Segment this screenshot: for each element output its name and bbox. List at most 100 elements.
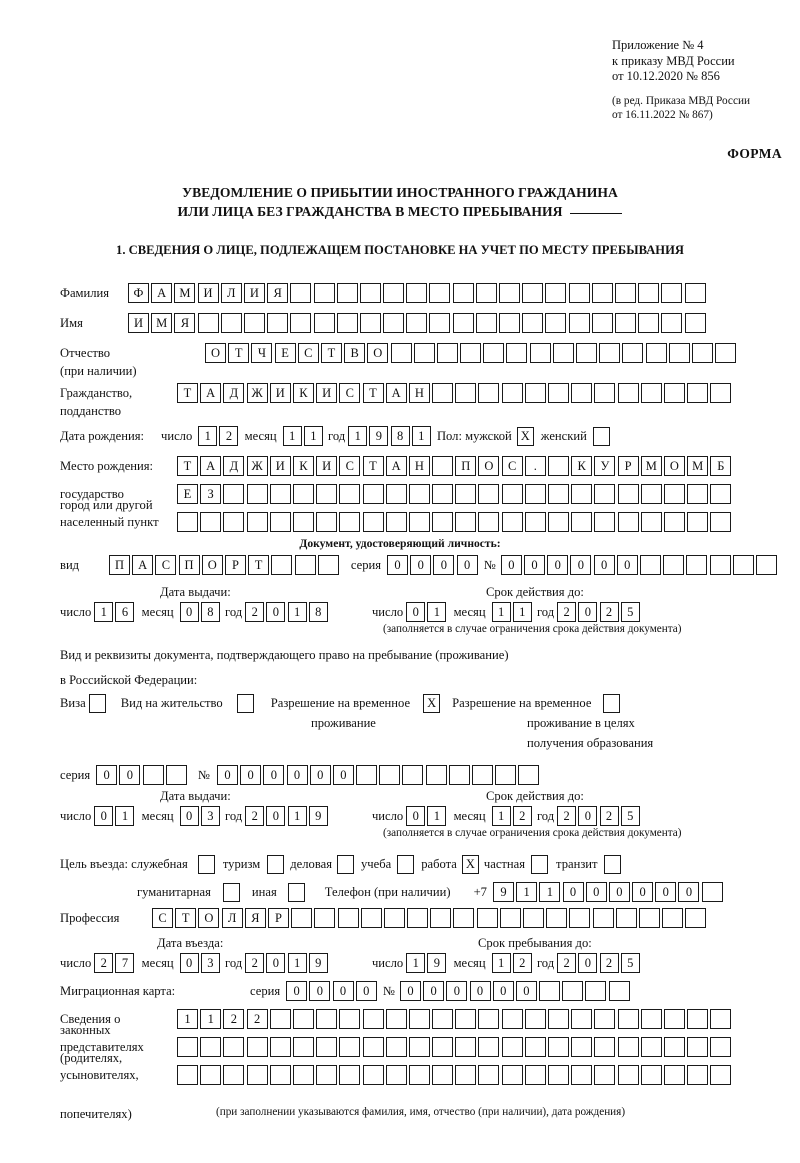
char-cell[interactable]: 2 <box>599 953 619 973</box>
char-cell[interactable]: 0 <box>216 765 238 785</box>
char-cell[interactable]: 0 <box>309 765 331 785</box>
char-cell[interactable]: 3 <box>200 953 220 973</box>
char-cell[interactable] <box>269 512 291 532</box>
char-cell[interactable] <box>362 484 384 504</box>
char-cell[interactable] <box>246 484 268 504</box>
char-cell[interactable]: Я <box>174 313 196 333</box>
char-cell[interactable]: 0 <box>266 602 286 622</box>
char-cell[interactable]: 0 <box>179 953 199 973</box>
purpose-private-checkbox[interactable] <box>531 855 549 874</box>
char-cell[interactable] <box>408 484 430 504</box>
char-cell[interactable]: 0 <box>266 953 286 973</box>
char-cell[interactable]: 0 <box>492 981 514 1001</box>
char-cell[interactable] <box>686 555 708 575</box>
char-cell[interactable]: О <box>201 555 223 575</box>
char-cell[interactable]: 0 <box>286 981 308 1001</box>
char-cell[interactable]: 9 <box>308 953 328 973</box>
char-cell[interactable]: 0 <box>286 765 308 785</box>
char-cell[interactable] <box>314 908 336 928</box>
char-cell[interactable]: 0 <box>332 765 354 785</box>
char-cell[interactable]: У <box>594 456 616 476</box>
char-cell[interactable] <box>200 1065 222 1085</box>
char-cell[interactable] <box>316 512 338 532</box>
char-cell[interactable] <box>269 484 291 504</box>
char-cell[interactable] <box>385 1065 407 1085</box>
char-cell[interactable] <box>546 908 568 928</box>
char-cell[interactable] <box>432 484 454 504</box>
char-cell[interactable]: М <box>151 313 173 333</box>
char-cell[interactable]: Н <box>408 383 430 403</box>
char-cell[interactable] <box>529 343 551 363</box>
purpose-tourism-checkbox[interactable] <box>267 855 285 874</box>
char-cell[interactable]: 2 <box>557 602 577 622</box>
char-cell[interactable]: 0 <box>469 981 491 1001</box>
char-cell[interactable] <box>615 908 637 928</box>
char-cell[interactable]: И <box>243 283 265 303</box>
char-cell[interactable] <box>709 555 731 575</box>
char-cell[interactable] <box>701 882 723 902</box>
char-cell[interactable] <box>638 313 660 333</box>
char-cell[interactable]: С <box>501 456 523 476</box>
char-cell[interactable]: 8 <box>390 426 410 446</box>
char-cell[interactable] <box>316 484 338 504</box>
char-cell[interactable] <box>290 313 312 333</box>
char-cell[interactable]: Д <box>223 456 245 476</box>
char-cell[interactable]: 0 <box>399 981 421 1001</box>
char-cell[interactable] <box>385 512 407 532</box>
char-cell[interactable]: П <box>109 555 130 575</box>
char-cell[interactable] <box>429 313 451 333</box>
char-cell[interactable] <box>379 765 401 785</box>
char-cell[interactable] <box>585 981 607 1001</box>
char-cell[interactable] <box>383 283 405 303</box>
char-cell[interactable]: 0 <box>410 555 432 575</box>
char-cell[interactable] <box>594 1065 616 1085</box>
char-cell[interactable] <box>246 1037 268 1057</box>
char-cell[interactable] <box>317 555 339 575</box>
char-cell[interactable] <box>432 1037 454 1057</box>
char-cell[interactable]: 1 <box>512 602 532 622</box>
char-cell[interactable] <box>339 1037 361 1057</box>
char-cell[interactable]: 1 <box>94 602 114 622</box>
char-cell[interactable] <box>432 512 454 532</box>
char-cell[interactable]: Т <box>228 343 250 363</box>
char-cell[interactable]: Ж <box>246 383 268 403</box>
char-cell[interactable]: 5 <box>620 806 640 826</box>
char-cell[interactable]: О <box>478 456 500 476</box>
char-cell[interactable]: Ф <box>128 283 149 303</box>
char-cell[interactable] <box>645 343 667 363</box>
char-cell[interactable] <box>478 512 500 532</box>
char-cell[interactable] <box>432 383 454 403</box>
char-cell[interactable]: 1 <box>282 426 302 446</box>
char-cell[interactable]: 0 <box>387 555 409 575</box>
char-cell[interactable]: 1 <box>491 806 511 826</box>
char-cell[interactable] <box>336 313 358 333</box>
char-cell[interactable]: 1 <box>177 1009 198 1029</box>
char-cell[interactable]: 2 <box>557 953 577 973</box>
char-cell[interactable] <box>687 512 709 532</box>
char-cell[interactable] <box>524 484 546 504</box>
char-cell[interactable] <box>617 1037 639 1057</box>
char-cell[interactable]: Т <box>362 456 384 476</box>
char-cell[interactable] <box>548 512 569 532</box>
char-cell[interactable] <box>425 765 447 785</box>
char-cell[interactable] <box>483 343 505 363</box>
char-cell[interactable] <box>430 908 452 928</box>
char-cell[interactable] <box>460 343 482 363</box>
char-cell[interactable]: 0 <box>632 882 654 902</box>
char-cell[interactable]: Р <box>224 555 246 575</box>
char-cell[interactable]: 0 <box>678 882 700 902</box>
char-cell[interactable]: 7 <box>115 953 135 973</box>
purpose-transit-checkbox[interactable] <box>603 855 621 874</box>
char-cell[interactable]: 0 <box>179 602 199 622</box>
char-cell[interactable] <box>453 908 475 928</box>
char-cell[interactable] <box>269 1009 291 1029</box>
purpose-official-checkbox[interactable] <box>197 855 215 874</box>
char-cell[interactable] <box>548 1037 569 1057</box>
